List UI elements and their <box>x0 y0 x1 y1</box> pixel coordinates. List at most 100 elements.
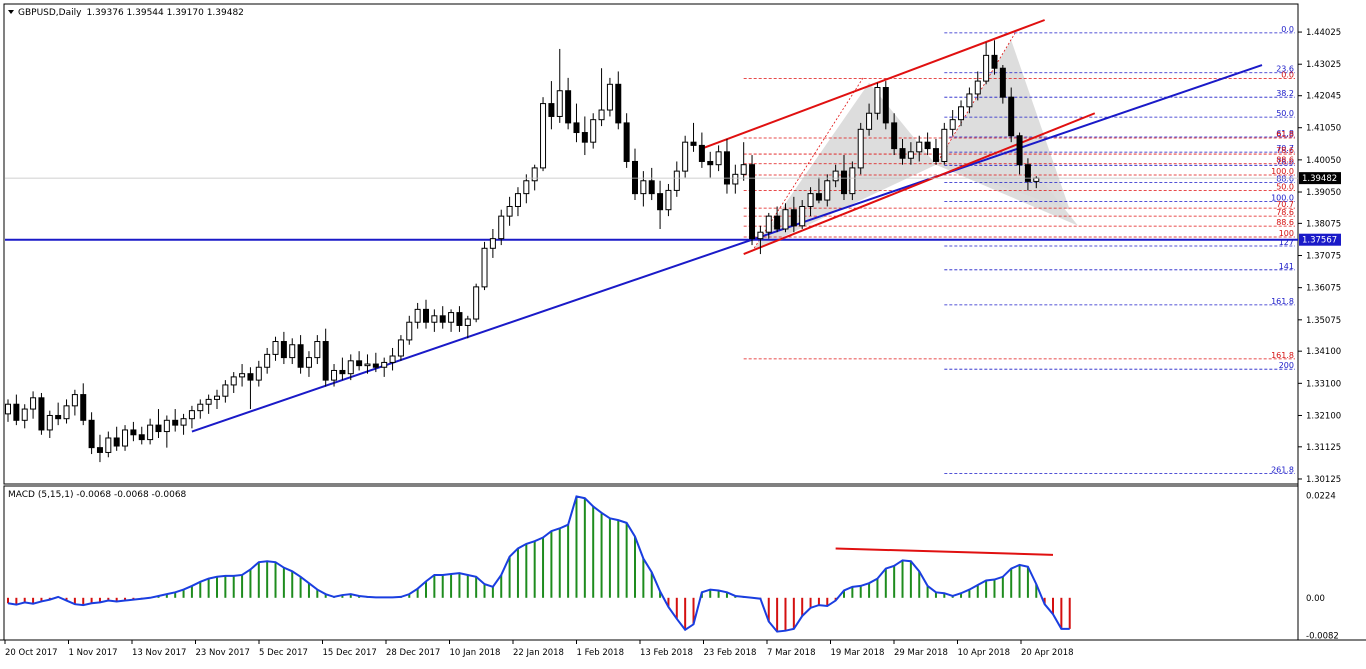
support-level-label: 1.37567 <box>1302 236 1337 246</box>
price-axis-label: 1.37075 <box>1306 252 1341 262</box>
candle-body <box>983 54 990 82</box>
price-axis-label: 1.38075 <box>1306 219 1341 229</box>
candle-body <box>799 205 806 227</box>
candle-body <box>682 141 689 172</box>
candle-body <box>481 247 488 288</box>
candle-body <box>514 193 521 207</box>
chart-title: GBPUSD,Daily 1.39376 1.39544 1.39170 1.39… <box>18 8 244 18</box>
candle-body <box>356 360 363 367</box>
candle-body <box>88 419 95 449</box>
fib-red-level-label: 78.6 <box>1276 208 1294 217</box>
fib-blue-level-label: 50.0 <box>1276 109 1294 118</box>
channel-lower-line <box>743 112 1096 256</box>
candle-body <box>632 160 638 195</box>
candle-body <box>1033 177 1040 182</box>
harmonic-pattern-projection <box>935 164 1079 226</box>
fib-red-level-label: 78.6 <box>1276 146 1294 155</box>
candle-body <box>581 132 588 143</box>
candle-body <box>280 341 287 359</box>
macd-divergence-line <box>835 547 1054 556</box>
candle-body <box>866 112 873 130</box>
candle-body <box>339 369 346 375</box>
date-axis-label: 20 Oct 2017 <box>5 648 58 658</box>
candlesticks <box>5 40 1040 463</box>
candle-body <box>397 339 404 357</box>
price-axis-label: 1.41050 <box>1306 124 1341 134</box>
candle-body <box>71 394 78 407</box>
candle-body <box>949 119 956 130</box>
candle-body <box>381 361 388 368</box>
macd-axis-label: -0.0082 <box>1306 631 1339 641</box>
candle-body <box>222 384 229 397</box>
price-axis-label: 1.32100 <box>1306 411 1341 421</box>
candle-body <box>907 151 914 159</box>
candle-body <box>163 419 170 433</box>
candle-body <box>439 315 446 323</box>
price-axis-label: 1.42045 <box>1306 92 1341 102</box>
date-axis-label: 15 Dec 2017 <box>323 648 377 658</box>
candle-body <box>774 215 781 230</box>
fib-blue-level-label: 261.8 <box>1271 465 1294 474</box>
candle-body <box>891 122 898 150</box>
candle-body <box>247 373 254 381</box>
candle-body <box>707 160 714 166</box>
candle-body <box>389 355 396 363</box>
fib-blue-level-label: 100.0 <box>1271 193 1294 202</box>
date-axis-label: 1 Nov 2017 <box>69 648 118 658</box>
candle-body <box>147 424 154 441</box>
main-pane-frame <box>3 3 1299 485</box>
dropdown-triangle-icon[interactable] <box>8 10 14 14</box>
candle-body <box>556 90 563 117</box>
support-level-box <box>1299 233 1341 246</box>
candle-body <box>272 341 279 355</box>
candle-body <box>372 363 379 368</box>
fib-red-level-label: 88.6 <box>1276 218 1294 227</box>
fib-blue-level-label: 70.7 <box>1276 144 1294 153</box>
fib-red-level-label: 50.0 <box>1276 182 1294 191</box>
fib-blue-level-label: 88.6 <box>1276 174 1294 183</box>
candle-body <box>657 193 664 211</box>
candle-body <box>790 209 797 227</box>
candle-body <box>732 173 739 185</box>
candle-body <box>431 315 438 323</box>
candle-body <box>96 447 103 453</box>
candle-body <box>723 151 730 185</box>
candle-body <box>448 312 455 323</box>
candle-body <box>916 141 923 153</box>
candle-body <box>640 180 647 195</box>
price-axis-label: 1.44025 <box>1306 28 1341 38</box>
fib-blue-level-label: 23.6 <box>1276 65 1294 74</box>
candle-body <box>473 286 480 320</box>
candle-body <box>138 434 145 441</box>
candle-body <box>573 122 580 134</box>
price-axis-label: 1.30125 <box>1306 475 1341 485</box>
candle-body <box>849 167 856 195</box>
pattern-dotted-leg-2 <box>935 32 1016 165</box>
candle-body <box>322 341 329 381</box>
harmonic-pattern-right <box>935 40 1070 210</box>
candle-body <box>406 321 413 341</box>
candle-body <box>740 164 747 175</box>
candle-body <box>523 180 530 195</box>
fib-blue-level-label: 141 <box>1279 262 1294 271</box>
fib-red-level-label: 100 <box>1279 229 1294 238</box>
candle-body <box>5 403 11 415</box>
price-axis-label: 1.36075 <box>1306 284 1341 294</box>
fib-blue-level-label: 38.2 <box>1276 89 1294 98</box>
axes: 1.44025 1.43025 1.42045 1.41050 1.40050 1.390… <box>4 28 1341 658</box>
price-axis-label: 1.34100 <box>1306 347 1341 357</box>
price-axis-label: 1.43025 <box>1306 60 1341 70</box>
date-axis-label: 13 Feb 2018 <box>640 648 693 658</box>
candle-body <box>264 353 271 368</box>
trend-lines <box>5 19 1298 433</box>
candle-body <box>489 238 496 249</box>
candle-body <box>648 180 655 195</box>
candle-body <box>63 405 70 420</box>
candle-body <box>13 403 20 421</box>
candle-body <box>239 373 246 378</box>
date-axis-label: 22 Jan 2018 <box>513 648 564 658</box>
fib-red-level-label: 88.6 <box>1276 156 1294 165</box>
price-axis-label: 1.31125 <box>1306 443 1341 453</box>
